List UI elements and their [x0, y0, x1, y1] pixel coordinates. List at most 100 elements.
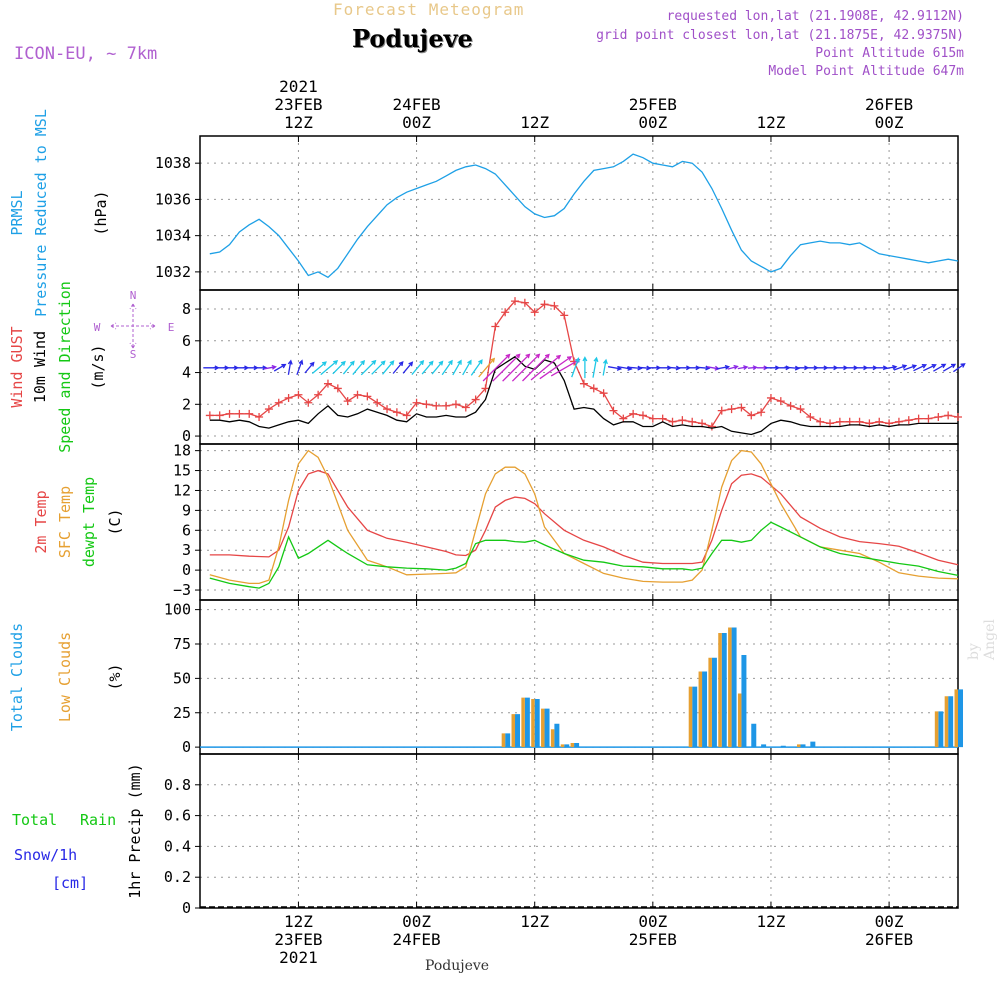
gust-marker [914, 414, 923, 423]
gust-marker [225, 409, 234, 418]
gust-marker [412, 398, 421, 407]
gust-marker [451, 400, 460, 409]
gust-marker [511, 297, 520, 306]
total-cloud-bar [741, 655, 747, 748]
gust-marker [786, 401, 795, 410]
compass-s: S [130, 348, 137, 361]
panel-frame [199, 599, 959, 755]
legend-snow-unit: [cm] [52, 874, 88, 892]
gust-marker [540, 300, 549, 309]
wind-arrow [539, 356, 573, 380]
y-axis-label-wind-0: Wind GUST [8, 326, 26, 407]
gust-marker [235, 409, 244, 418]
wind-arrow [371, 360, 386, 375]
low-cloud-bar [521, 697, 525, 748]
gust-marker [471, 395, 480, 404]
y-axis-label-temperature-0: 2m Temp [32, 490, 50, 553]
low-cloud-bar [550, 729, 555, 748]
gust-marker [599, 389, 608, 398]
wind-arrow [903, 364, 918, 371]
y-axis-label-precip-0: 1hr Precip (mm) [126, 763, 144, 898]
gust-marker [766, 393, 775, 402]
gust-marker [717, 406, 726, 415]
gust-marker [373, 398, 382, 407]
total-cloud-bar [761, 744, 767, 748]
y-tick-label: 25 [173, 704, 191, 722]
panel-wind: 0 2 4 6 8 Wind GUST 10m Wind Speed and Directio… [8, 281, 966, 453]
time-label-bottom: 00Z [875, 912, 904, 931]
y-tick-label: 12 [173, 481, 191, 499]
total-cloud-bar [721, 633, 727, 748]
gust-marker [727, 405, 736, 414]
series-wind10m [209, 355, 958, 436]
gust-marker [835, 417, 844, 426]
wind-arrow [923, 364, 937, 372]
wind-arrow [441, 359, 453, 376]
y-axis-label-clouds-2: (%) [106, 663, 124, 690]
total-cloud-bar [702, 671, 708, 748]
gust-marker [904, 416, 913, 425]
wind-arrow [933, 363, 947, 372]
low-cloud-bar [501, 733, 506, 748]
wind-arrow [696, 365, 711, 371]
y-tick-label: −3 [173, 581, 191, 599]
gust-marker [530, 308, 539, 317]
gust-marker [609, 406, 618, 415]
low-cloud-bar [934, 711, 939, 748]
wind-arrow [522, 353, 550, 382]
y-tick-label: 0.8 [164, 776, 191, 794]
gust-marker [255, 413, 264, 422]
y-tick-label: 0 [182, 738, 191, 756]
series-prmsl [209, 153, 959, 279]
y-tick-label: 0 [182, 561, 191, 579]
gust-marker [422, 400, 431, 409]
time-label-top: 2021 [279, 77, 318, 96]
panel-frame [199, 135, 959, 291]
gust-marker [402, 411, 411, 420]
gust-marker [392, 408, 401, 417]
gust-marker [274, 398, 283, 407]
wind-arrow [716, 364, 731, 370]
gust-marker [353, 390, 362, 399]
gust-marker [579, 379, 588, 388]
total-cloud-bar [534, 699, 540, 748]
time-label-top: 00Z [875, 113, 904, 132]
gust-marker [796, 405, 805, 414]
y-tick-label: 50 [173, 669, 191, 687]
gust-marker [757, 408, 766, 417]
y-tick-label: 9 [182, 501, 191, 519]
time-label-bottom: 12Z [520, 912, 549, 931]
total-cloud-bar [731, 627, 737, 748]
time-label-bottom: 00Z [638, 912, 667, 931]
y-tick-label: 18 [173, 442, 191, 460]
y-axis-label-temperature-1: SFC Temp [56, 486, 74, 558]
y-tick-label: 6 [182, 332, 191, 350]
low-cloud-bar [511, 714, 516, 748]
y-axis-label-temperature-3: (C) [106, 508, 124, 535]
total-cloud-bar [524, 697, 530, 748]
gust-marker [550, 301, 559, 310]
y-tick-label: 0.4 [164, 837, 191, 855]
gust-marker [284, 393, 293, 402]
gust-marker [688, 417, 697, 426]
total-cloud-bar [544, 708, 550, 748]
y-tick-label: 0.2 [164, 868, 191, 886]
gust-marker [461, 403, 470, 412]
gust-marker [737, 403, 746, 412]
time-label-bottom: 26FEB [865, 930, 913, 949]
total-cloud-bar [948, 696, 954, 748]
y-tick-label: 0.6 [164, 807, 191, 825]
time-label-bottom: 23FEB [274, 930, 322, 949]
wind-arrow [478, 357, 496, 378]
total-cloud-bar [505, 733, 511, 748]
gust-marker [934, 413, 943, 422]
gust-marker [629, 409, 638, 418]
panel-frame [199, 443, 959, 601]
gridpoint-coords: grid point closest lon,lat (21.1875E, 42… [596, 28, 964, 43]
wind-arrow [883, 364, 898, 370]
wind-arrow [352, 359, 366, 376]
wind-arrow [727, 364, 739, 370]
wind-arrow [462, 359, 472, 376]
time-label-top: 24FEB [392, 95, 440, 114]
total-cloud-bar [780, 745, 786, 748]
